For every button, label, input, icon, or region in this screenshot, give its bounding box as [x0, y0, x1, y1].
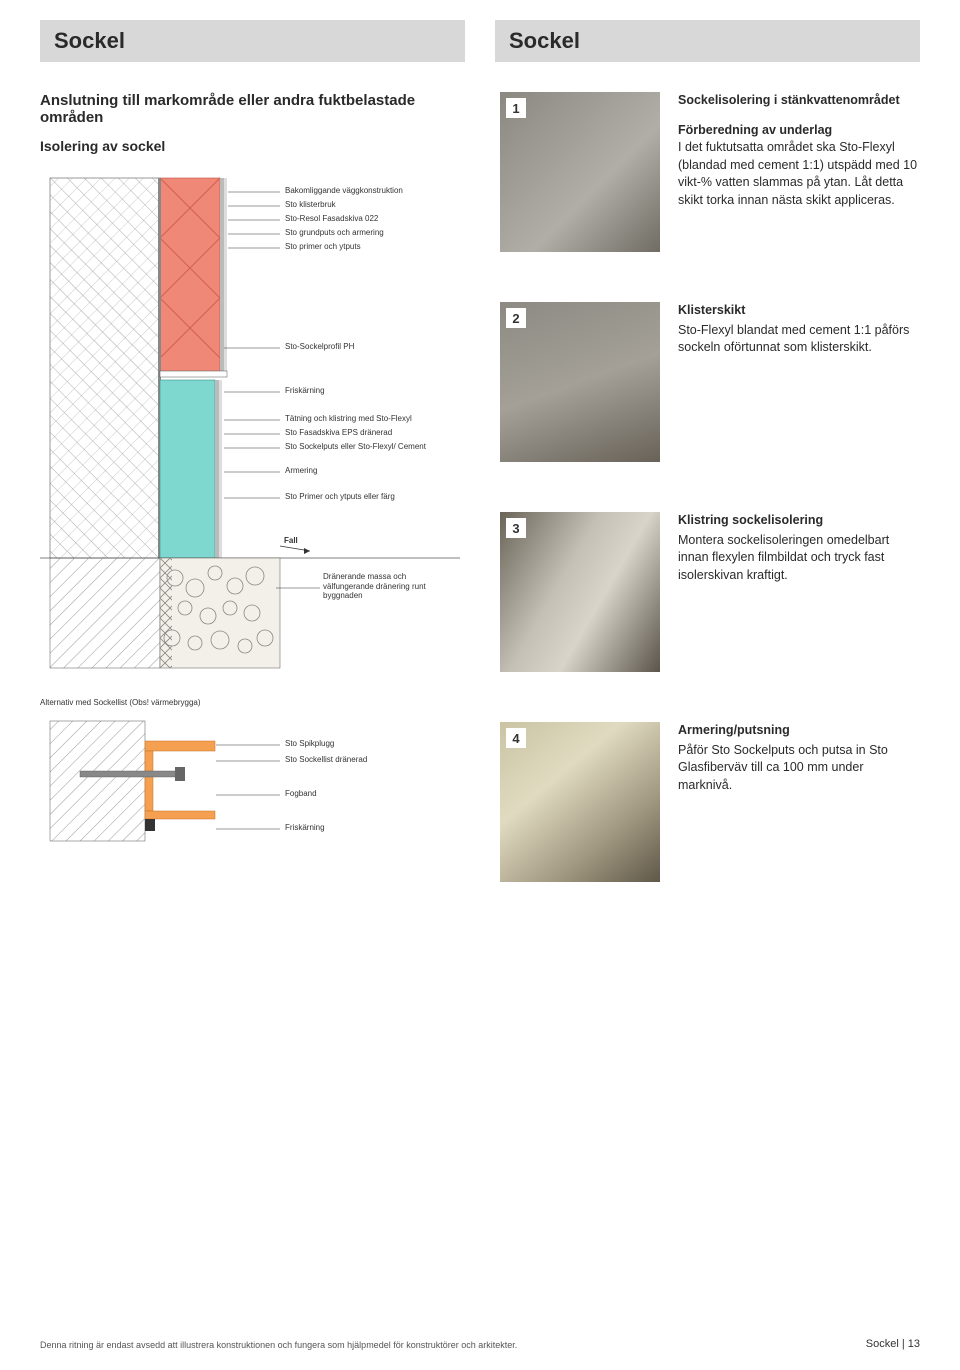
step-4-num: 4 — [506, 728, 526, 748]
step-3-num: 3 — [506, 518, 526, 538]
footer-disclaimer: Denna ritning är endast avsedd att illus… — [40, 1340, 517, 1350]
step-2-image: 2 — [500, 302, 660, 462]
step-4-body: Påför Sto Sockelputs och putsa in Sto Gl… — [678, 742, 920, 795]
step-3-body: Montera sockelisoleringen omedelbart inn… — [678, 532, 920, 585]
alt-label-a1: Sto Spikplugg — [285, 739, 334, 749]
label-drain: Dränerande massa och välfungerande dräne… — [323, 572, 433, 601]
label-l11: Armering — [285, 466, 317, 476]
label-fall: Fall — [284, 536, 298, 546]
step-4-title: Armering/putsning — [678, 722, 920, 740]
label-l10: Sto Sockelputs eller Sto-Flexyl/ Cement — [285, 442, 435, 452]
left-subtitle: Isolering av sockel — [40, 138, 470, 154]
step-4: 4 Armering/putsning Påför Sto Sockelputs… — [500, 722, 920, 882]
label-l3: Sto-Resol Fasadskiva 022 — [285, 214, 378, 224]
step-3: 3 Klistring sockelisolering Montera sock… — [500, 512, 920, 672]
construction-diagram: Bakomliggande väggkonstruktion Sto klist… — [40, 168, 460, 678]
label-l9: Sto Fasadskiva EPS dränerad — [285, 428, 392, 438]
alt-detail-diagram: Sto Spikplugg Sto Sockellist dränerad Fo… — [40, 711, 460, 861]
label-l4: Sto grundputs och armering — [285, 228, 384, 238]
step-1-subtitle: Förberedning av underlag — [678, 122, 920, 140]
alt-label-a3: Fogband — [285, 789, 317, 799]
step-2-body: Sto-Flexyl blandat med cement 1:1 påförs… — [678, 322, 920, 357]
header-right: Sockel — [495, 20, 920, 62]
step-1-title: Sockelisolering i stänkvattenområdet — [678, 92, 920, 110]
label-l1: Bakomliggande väggkonstruktion — [285, 186, 403, 196]
label-l12: Sto Primer och ytputs eller färg — [285, 492, 395, 502]
step-2-num: 2 — [506, 308, 526, 328]
step-4-image: 4 — [500, 722, 660, 882]
alt-label-a2: Sto Sockellist dränerad — [285, 755, 367, 765]
alt-label-a4: Friskärning — [285, 823, 325, 833]
left-title: Anslutning till markområde eller andra f… — [40, 92, 470, 126]
step-2: 2 Klisterskikt Sto-Flexyl blandat med ce… — [500, 302, 920, 462]
step-1-body: I det fuktutsatta området ska Sto-Flexyl… — [678, 139, 920, 209]
label-l8: Tätning och klistring med Sto-Flexyl — [285, 414, 412, 424]
step-1-image: 1 — [500, 92, 660, 252]
label-l5: Sto primer och ytputs — [285, 242, 361, 252]
label-l7: Friskärning — [285, 386, 325, 396]
step-1: 1 Sockelisolering i stänkvattenområdet F… — [500, 92, 920, 252]
label-l2: Sto klisterbruk — [285, 200, 336, 210]
step-3-image: 3 — [500, 512, 660, 672]
footer-page: Sockel | 13 — [866, 1338, 920, 1350]
step-1-num: 1 — [506, 98, 526, 118]
alt-title: Alternativ med Sockellist (Obs! värmebry… — [40, 698, 470, 707]
step-2-title: Klisterskikt — [678, 302, 920, 320]
header-left: Sockel — [40, 20, 465, 62]
step-3-title: Klistring sockelisolering — [678, 512, 920, 530]
label-l6: Sto-Sockelprofil PH — [285, 342, 354, 352]
